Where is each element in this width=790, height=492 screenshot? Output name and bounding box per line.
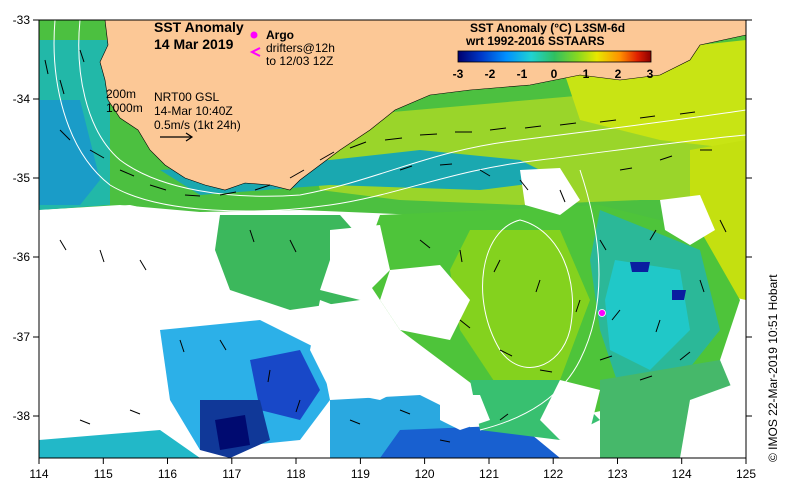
current-vectors — [44, 49, 727, 443]
x-tick-label: 121 — [479, 467, 499, 481]
argo-legend-icon — [250, 31, 258, 39]
y-tick-label: -37 — [13, 330, 31, 344]
isobath-contours — [53, 20, 746, 431]
argo-legend-label: Argo — [266, 28, 294, 42]
colorbar — [457, 50, 652, 63]
drifter-legend-icon — [249, 47, 261, 57]
land-mass — [99, 20, 746, 191]
x-tick-label: 115 — [94, 467, 113, 481]
current-time-label: 14-Mar 10:40Z — [154, 104, 233, 118]
isobath-200-label: 200m — [106, 87, 137, 101]
x-tick-label: 118 — [286, 467, 305, 481]
y-tick-label: -35 — [13, 171, 31, 185]
plot-frame — [38, 19, 747, 459]
colorbar-tick: 1 — [583, 67, 590, 81]
map-title: SST Anomaly — [154, 19, 244, 35]
x-tick-label: 123 — [607, 467, 627, 481]
x-tick-label: 119 — [351, 467, 370, 481]
x-tick-label: 114 — [29, 467, 48, 481]
x-tick-label: 125 — [736, 467, 756, 481]
vector-scale-label: 0.5m/s (1kt 24h) — [154, 118, 241, 132]
y-tick-label: -33 — [13, 13, 31, 27]
colorbar-tick: -1 — [517, 67, 528, 81]
colorbar-tick: 3 — [647, 67, 654, 81]
colorbar-tick: -2 — [485, 67, 496, 81]
map-date: 14 Mar 2019 — [154, 36, 234, 52]
argo-float-marker[interactable] — [598, 309, 606, 317]
axis-ticks — [33, 19, 752, 464]
current-source-label: NRT00 GSL — [154, 90, 220, 104]
y-tick-label: -36 — [13, 250, 31, 264]
colorbar-tick: 0 — [551, 67, 558, 81]
cloud-mask — [39, 168, 746, 458]
imos-credit: © IMOS 22-Mar-2019 10:51 Hobart — [766, 274, 780, 462]
y-tick-label: -38 — [13, 409, 31, 423]
isobath-1000-label: 1000m — [106, 101, 143, 115]
colorbar-subtitle: wrt 1992-2016 SSTAARS — [466, 34, 605, 48]
x-tick-label: 116 — [158, 467, 177, 481]
vector-scale-arrow — [160, 132, 194, 142]
x-tick-label: 117 — [222, 467, 241, 481]
x-tick-label: 122 — [543, 467, 563, 481]
drifters-legend-time: to 12/03 12Z — [266, 54, 334, 68]
colorbar-title: SST Anomaly (°C) L3SM-6d — [470, 21, 626, 35]
colorbar-tick: -3 — [453, 67, 464, 81]
y-tick-label: -34 — [13, 92, 31, 106]
drifters-legend-label: drifters@12h — [266, 41, 335, 55]
x-tick-label: 120 — [415, 467, 435, 481]
colorbar-tick: 2 — [615, 67, 622, 81]
x-tick-label: 124 — [672, 467, 692, 481]
